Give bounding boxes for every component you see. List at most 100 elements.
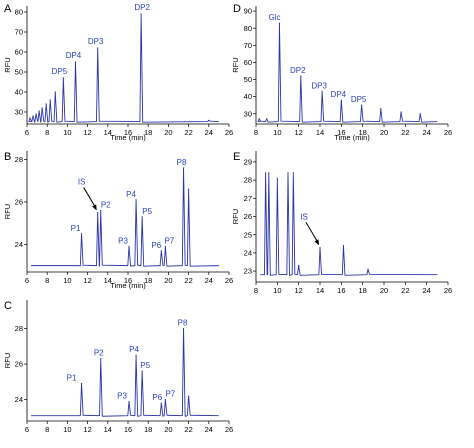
peak-label: P1 [71, 224, 81, 233]
peak-apex [164, 245, 166, 248]
x-tick-label: 16 [124, 276, 132, 285]
peak-label: P6 [152, 393, 162, 402]
peak-label: DP4 [331, 90, 347, 99]
arrow-head [92, 204, 97, 211]
x-tick-label: 18 [144, 276, 152, 285]
y-tick-label: 25 [244, 230, 252, 239]
x-tick-label: 24 [205, 128, 213, 137]
x-tick-label: 20 [164, 425, 172, 434]
peak-label: P6 [151, 241, 161, 250]
panel-letter: A [4, 3, 12, 15]
peak-apex [367, 268, 369, 270]
panel-c: C 6 8 10 12 14 16 18 20 22 24 26 24 26 28 RFU P1 P2 P3 P4P5… [3, 300, 233, 434]
y-axis-label: RFU [3, 204, 12, 219]
peak-apex [208, 119, 210, 121]
x-tick-label: 26 [444, 286, 452, 295]
x-tick-label: 24 [422, 128, 430, 137]
peak-apex [41, 107, 43, 109]
y-tick-label: 26 [15, 198, 23, 207]
peak-apex [188, 188, 190, 190]
y-tick-label: 30 [244, 109, 252, 118]
y-tick-label: 24 [244, 248, 252, 257]
peak-apex [128, 245, 130, 248]
panel-e: E 8 10 12 14 16 18 20 22 24 26 23 24 25 26 27 28 29 RFU IS [231, 151, 452, 295]
y-axis-label: RFU [231, 57, 240, 72]
peak-label: P3 [117, 391, 127, 400]
peak-apex [135, 199, 137, 201]
peak-label: P7 [164, 237, 174, 246]
x-tick-label: 22 [184, 128, 192, 137]
y-tick-label: 28 [244, 176, 252, 185]
peak-apex [80, 233, 83, 235]
peak-apex [164, 399, 166, 401]
peak-apex [62, 77, 64, 79]
peak-apex [361, 104, 363, 106]
x-axis-label: Time (min) [110, 281, 146, 290]
peak-apex [342, 245, 345, 247]
peak-label: DP5 [52, 67, 68, 76]
y-tick-label: 50 [244, 75, 252, 84]
peak-label: DP3 [88, 37, 104, 46]
peak-apex [380, 108, 382, 110]
peak-apex [292, 172, 294, 174]
peak-apex [128, 400, 130, 403]
y-tick-label: 26 [15, 360, 23, 369]
peak-label: P4 [126, 190, 136, 199]
peak-apex [141, 370, 143, 372]
y-tick-label: 28 [15, 324, 23, 333]
peak-apex [100, 209, 102, 212]
panel-b: B 6 8 10 12 14 16 18 20 22 24 26 24 26 28 Time (min) RFU… [3, 151, 233, 290]
x-tick-label: 10 [273, 128, 281, 137]
peak-apex [49, 99, 51, 101]
y-tick-label: 70 [244, 41, 252, 50]
y-tick-label: 24 [15, 240, 23, 249]
x-tick-label: 6 [25, 425, 29, 434]
y-tick-label: 60 [244, 58, 252, 67]
annotation-label: IS [78, 178, 86, 187]
y-tick-label: 80 [244, 24, 252, 33]
peak-label: DP3 [311, 82, 327, 91]
panel-a: A 6 8 10 12 14 16 18 20 22 24 26 30 40 50 60 70 80 Time (m… [3, 3, 233, 142]
panel-letter: C [4, 300, 12, 312]
x-tick-label: 26 [225, 128, 233, 137]
peak-apex [141, 216, 143, 218]
x-tick-label: 16 [337, 286, 345, 295]
chromatogram-trace [257, 22, 438, 123]
y-tick-label: 24 [15, 395, 23, 404]
x-tick-label: 26 [225, 276, 233, 285]
peak-label: P3 [118, 237, 128, 246]
peak-label: P2 [101, 200, 111, 209]
peak-apex [135, 354, 137, 356]
y-tick-label: 70 [15, 28, 23, 37]
peak-apex [319, 246, 321, 249]
y-tick-label: 27 [244, 194, 252, 203]
x-tick-label: 18 [144, 128, 152, 137]
y-axis-label: RFU [3, 57, 12, 72]
x-tick-label: 24 [205, 425, 213, 434]
peak-label: P5 [142, 207, 152, 216]
peak-apex [97, 211, 99, 214]
peak-apex [400, 111, 402, 113]
x-tick-label: 22 [401, 128, 409, 137]
y-tick-label: 29 [244, 158, 252, 167]
x-tick-label: 14 [104, 425, 112, 434]
x-tick-label: 18 [358, 286, 366, 295]
peak-apex [100, 358, 102, 360]
y-axis-label: RFU [231, 209, 240, 224]
peak-apex [97, 47, 99, 49]
x-tick-label: 20 [380, 128, 388, 137]
x-tick-label: 20 [164, 276, 172, 285]
x-tick-label: 20 [164, 128, 172, 137]
peak-apex [287, 172, 289, 174]
x-tick-label: 24 [205, 276, 213, 285]
peak-apex [268, 172, 270, 174]
x-axis-label: Time (min) [110, 133, 146, 142]
arrow-head [314, 239, 319, 246]
peak-apex [140, 13, 142, 15]
x-tick-label: 12 [294, 286, 302, 295]
x-tick-label: 14 [104, 128, 112, 137]
x-tick-label: 12 [83, 276, 91, 285]
y-tick-label: 80 [15, 8, 23, 17]
x-tick-label: 14 [316, 286, 324, 295]
peak-apex [276, 177, 278, 179]
